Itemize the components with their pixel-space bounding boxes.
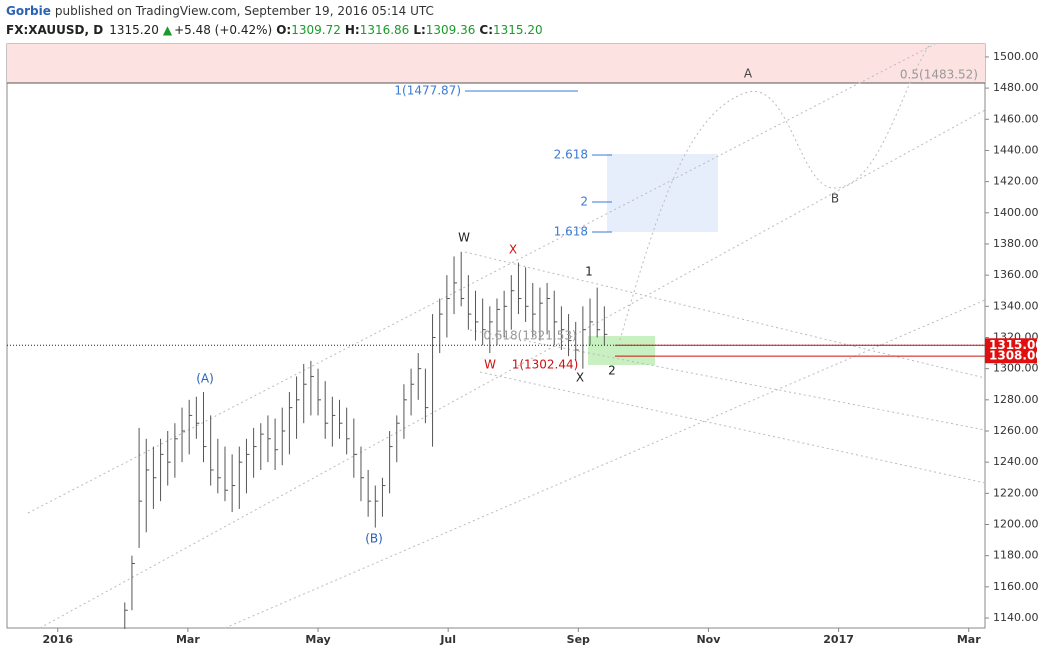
y-tick-label: 1440.00: [993, 143, 1039, 156]
y-tick-label: 1420.00: [993, 175, 1039, 188]
price-label-box: [985, 338, 1037, 353]
low: 1309.36: [426, 23, 476, 37]
price-label: 1308.00: [989, 349, 1044, 363]
y-tick-label: 1180.00: [993, 549, 1039, 562]
symbol: FX:XAUUSD, D: [6, 23, 103, 37]
annotation: (B): [365, 532, 383, 546]
header-line: Gorbie published on TradingView.com, Sept…: [6, 4, 434, 18]
x-tick-label: 2016: [42, 633, 73, 646]
annotation: 0.618(1321.53): [483, 329, 576, 343]
price-label-box: [985, 349, 1037, 364]
change: +5.48 (+0.42%): [174, 23, 272, 37]
fib-ticks: [465, 90, 612, 233]
close: 1315.20: [493, 23, 543, 37]
fib-box: [607, 154, 718, 232]
x-tick-label: May: [305, 633, 330, 646]
x-tick-label: Sep: [567, 633, 590, 646]
published: published on TradingView.com, September …: [55, 4, 434, 18]
high-label: H:: [345, 23, 360, 37]
x-tick-label: Jul: [439, 633, 456, 646]
y-tick-label: 1260.00: [993, 424, 1039, 437]
y-tick-label: 1160.00: [993, 580, 1039, 593]
annotation: 1: [585, 265, 593, 279]
open-label: O:: [276, 23, 291, 37]
y-tick-label: 1380.00: [993, 237, 1039, 250]
y-tick-label: 1300.00: [993, 362, 1039, 375]
y-tick-label: 1140.00: [993, 611, 1039, 624]
annotation: 2: [608, 364, 616, 378]
close-label: C:: [479, 23, 493, 37]
y-tick-label: 1480.00: [993, 81, 1039, 94]
y-tick-label: 1240.00: [993, 455, 1039, 468]
x-tick-label: 2017: [823, 633, 854, 646]
y-tick-label: 1400.00: [993, 206, 1039, 219]
y-tick-label: 1500.00: [993, 50, 1039, 63]
price: 1315.20: [109, 23, 159, 37]
y-tick-label: 1200.00: [993, 518, 1039, 531]
author: Gorbie: [6, 4, 51, 18]
annotation: X: [576, 371, 584, 385]
x-tick-label: Mar: [176, 633, 200, 646]
x-tick-label: Nov: [696, 633, 721, 646]
open: 1309.72: [291, 23, 341, 37]
annotation: W: [484, 358, 496, 372]
y-tick-label: 1360.00: [993, 268, 1039, 281]
plot-area: [6, 43, 986, 629]
annotation: B: [831, 192, 839, 206]
annotation: 2.618: [554, 148, 588, 162]
annotation: 2: [580, 195, 588, 209]
arrow: ▲: [163, 23, 173, 37]
low-label: L:: [413, 23, 425, 37]
annotation: 1(1477.87): [394, 84, 461, 98]
channel-lines: [27, 43, 986, 629]
price-label: 1315.00: [989, 338, 1044, 352]
annotation: 1(1302.44): [512, 358, 579, 372]
y-tick-label: 1280.00: [993, 393, 1039, 406]
annotation: A: [744, 67, 753, 81]
annotation: 1.618: [554, 225, 588, 239]
annotation: 0.5(1483.52): [900, 68, 978, 82]
annotation: W: [458, 231, 470, 245]
target-zone: [7, 44, 985, 83]
quote-line: FX:XAUUSD, D 1315.20 ▲ +5.48 (+0.42%) O:1309…: [6, 23, 543, 37]
y-tick-label: 1460.00: [993, 112, 1039, 125]
support-box: [588, 336, 655, 365]
y-tick-label: 1220.00: [993, 486, 1039, 499]
annotation: X: [509, 243, 517, 257]
x-tick-label: Mar: [957, 633, 981, 646]
y-tick-label: 1340.00: [993, 299, 1039, 312]
annotation: (A): [196, 372, 214, 386]
high: 1316.86: [360, 23, 410, 37]
